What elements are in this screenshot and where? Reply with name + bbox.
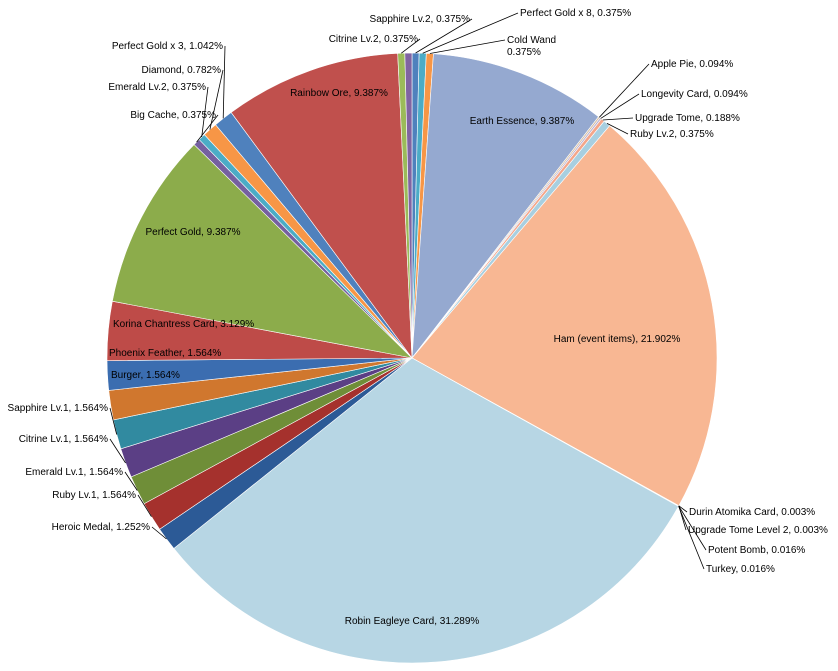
slice-label-rainbow-ore: Rainbow Ore, 9.387% [290,88,388,99]
leader-line [151,526,167,540]
slice-label-diamond: Diamond, 0.782% [142,65,222,76]
slice-label-burger: Burger, 1.564% [111,370,180,381]
slice-label-perfect-gold-x-8: Perfect Gold x 8, 0.375% [520,8,631,19]
slice-label-turkey: Turkey, 0.016% [706,564,775,575]
leader-line [196,114,219,143]
slice-label-perfect-gold-x-3: Perfect Gold x 3, 1.042% [112,41,223,52]
slice-label-heroic-medal: Heroic Medal, 1.252% [52,522,150,533]
leader-line [401,38,421,54]
slice-label-sapphire-lv-2: Sapphire Lv.2, 0.375% [370,14,471,25]
slice-label-citrine-lv-2: Citrine Lv.2, 0.375% [329,34,418,45]
slice-labels: Sapphire Lv.2, 0.375% Perfect Gold x 8, 0… [8,8,828,627]
pie-slice-ham-event-items- [411,125,718,507]
slice-label-upgrade-tome-level-2: Upgrade Tome Level 2, 0.003% [688,525,828,536]
slice-label-korina-chantress-card: Korina Chantress Card, 3.129% [113,319,254,330]
slice-label-apple-pie: Apple Pie, 0.094% [651,59,733,70]
leader-line [422,12,519,54]
leader-line [606,123,629,135]
leader-line [109,407,118,435]
slice-label-upgrade-tome: Upgrade Tome, 0.188% [635,113,740,124]
slice-label-emerald-lv-1: Emerald Lv.1, 1.564% [25,467,123,478]
leader-line [109,438,126,464]
pie-slice-sapphire-lv-2-b- [404,52,413,359]
slice-label-perfect-gold: Perfect Gold, 9.387% [145,227,240,238]
slice-label-potent-bomb: Potent Bomb, 0.016% [708,545,805,556]
pie-slices [106,52,718,664]
pie-slice-robin-eagleye-card [173,357,679,664]
leader-line [600,93,640,119]
leader-line [222,45,226,119]
slice-label-ruby-lv-2: Ruby Lv.2, 0.375% [630,129,714,140]
slice-label-phoenix-feather: Phoenix Feather, 1.564% [109,348,221,359]
pie-slice-perfect-gold [111,144,413,359]
leader-line [678,506,705,570]
slice-label-cold-wand: Cold Wand 0.375% [507,35,556,58]
leader-line [678,505,707,551]
leader-line [415,18,473,54]
leader-line [209,69,224,130]
leader-line [137,494,152,517]
pie-slice-earth-essence [411,53,599,359]
slice-label-durin-atomika-card: Durin Atomika Card, 0.003% [689,507,815,518]
leader-line [599,63,650,118]
leader-line [602,117,634,121]
slice-label-ham-event-items-: Ham (event items), 21.902% [554,334,681,345]
slice-label-big-cache: Big Cache, 0.375% [130,110,216,121]
leader-line [429,39,506,54]
leader-line [124,471,138,491]
slice-label-earth-essence: Earth Essence, 9.387% [470,116,575,127]
slice-label-ruby-lv-1: Ruby Lv.1, 1.564% [52,490,136,501]
slice-label-citrine-lv-1: Citrine Lv.1, 1.564% [19,434,108,445]
slice-label-robin-eagleye-card: Robin Eagleye Card, 31.289% [345,616,480,627]
slice-label-longevity-card: Longevity Card, 0.094% [641,89,748,100]
pie-slice-rainbow-ore [230,53,413,359]
leader-line [201,86,209,138]
leader-lines [109,12,707,570]
slice-label-emerald-lv-2: Emerald Lv.2, 0.375% [108,82,206,93]
slice-label-sapphire-lv-1: Sapphire Lv.1, 1.564% [8,403,109,414]
leader-line [678,505,688,513]
